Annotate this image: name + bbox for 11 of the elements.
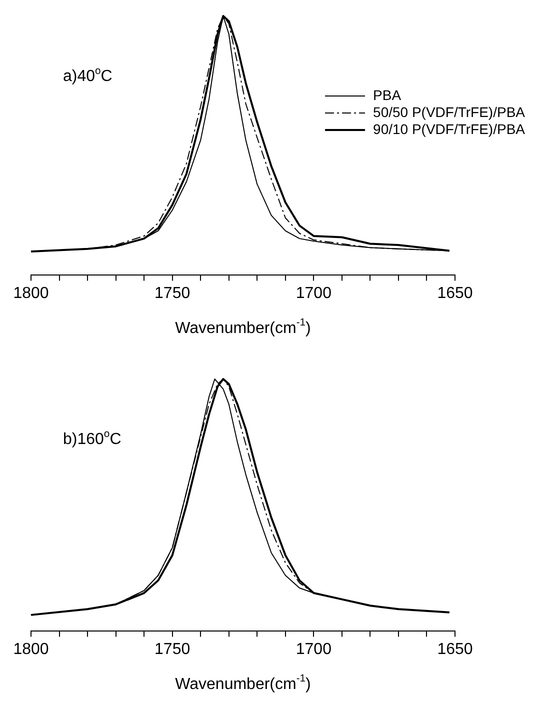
legend-label: 90/10 P(VDF/TrFE)/PBA <box>373 120 526 137</box>
legend-label: 50/50 P(VDF/TrFE)/PBA <box>373 104 526 120</box>
x-tick-label: 1650 <box>437 284 473 302</box>
x-tick-label: 1700 <box>296 640 332 658</box>
x-tick-label: 1800 <box>13 640 49 658</box>
x-tick-label: 1750 <box>154 640 190 658</box>
x-tick-label: 1700 <box>296 284 332 302</box>
x-tick-label: 1750 <box>154 284 190 302</box>
x-tick-label: 1800 <box>13 284 49 302</box>
x-tick-label: 1650 <box>437 640 473 658</box>
legend-label: PBA <box>373 86 402 103</box>
